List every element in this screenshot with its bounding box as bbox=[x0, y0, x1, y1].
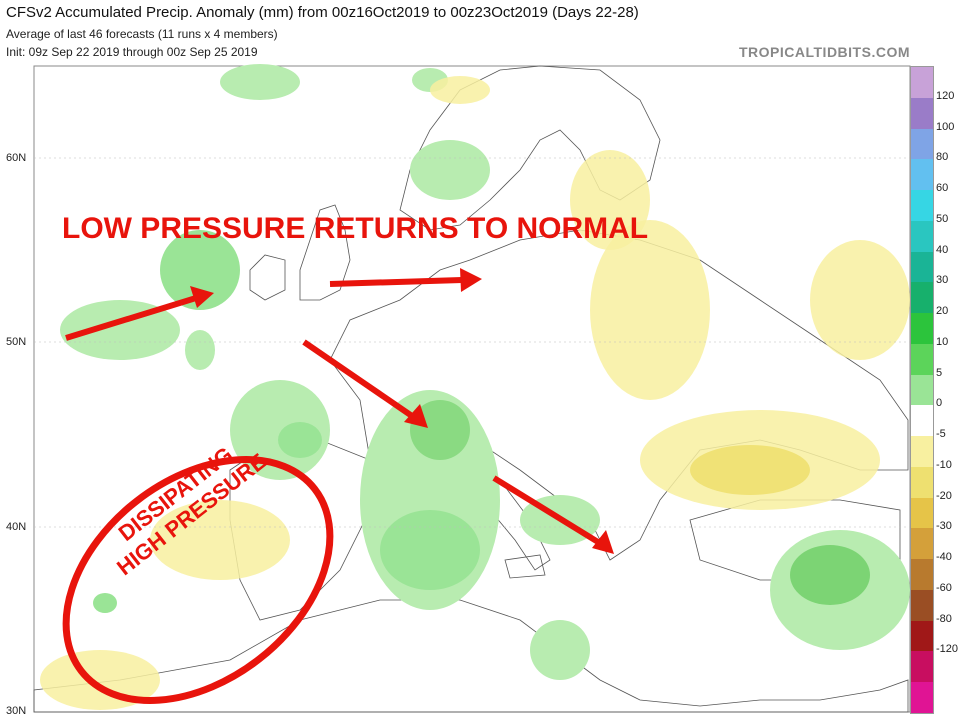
color-scale-label: -20 bbox=[936, 490, 952, 502]
color-scale-swatch bbox=[911, 559, 933, 590]
color-scale-label: 120 bbox=[936, 90, 954, 102]
lat-label-50n: 50N bbox=[6, 336, 26, 348]
color-scale-swatch bbox=[911, 159, 933, 190]
color-scale-label: 30 bbox=[936, 274, 948, 286]
color-scale-swatch bbox=[911, 651, 933, 682]
color-scale-label: 60 bbox=[936, 182, 948, 194]
lat-label-30n: 30N bbox=[6, 705, 26, 717]
color-scale-swatch bbox=[911, 344, 933, 375]
color-scale-label: 100 bbox=[936, 121, 954, 133]
color-scale-swatch bbox=[911, 67, 933, 98]
color-scale-bar bbox=[910, 66, 934, 714]
color-scale-label: 5 bbox=[936, 367, 942, 379]
color-scale-label: 20 bbox=[936, 305, 948, 317]
color-scale-swatch bbox=[911, 282, 933, 313]
color-scale-swatch bbox=[911, 590, 933, 621]
color-scale-swatch bbox=[911, 436, 933, 467]
color-scale-swatch bbox=[911, 129, 933, 160]
color-scale-label: -30 bbox=[936, 520, 952, 532]
color-scale-swatch bbox=[911, 621, 933, 652]
color-scale-swatch bbox=[911, 313, 933, 344]
color-scale-swatch bbox=[911, 190, 933, 221]
color-scale-label: -60 bbox=[936, 582, 952, 594]
color-scale-swatch bbox=[911, 375, 933, 406]
lat-label-60n: 60N bbox=[6, 152, 26, 164]
color-scale-swatch bbox=[911, 98, 933, 129]
color-scale-swatch bbox=[911, 252, 933, 283]
color-scale-label: -10 bbox=[936, 459, 952, 471]
color-scale-label: -120 bbox=[936, 643, 958, 655]
low-pressure-annotation: LOW PRESSURE RETURNS TO NORMAL bbox=[62, 212, 648, 246]
color-scale-label: 40 bbox=[936, 244, 948, 256]
color-scale-swatch bbox=[911, 467, 933, 498]
color-scale-label: 50 bbox=[936, 213, 948, 225]
color-scale-label: -40 bbox=[936, 551, 952, 563]
color-scale-swatch bbox=[911, 405, 933, 436]
color-scale-swatch bbox=[911, 221, 933, 252]
color-scale-label: 0 bbox=[936, 397, 942, 409]
lat-label-40n: 40N bbox=[6, 521, 26, 533]
color-scale-swatch bbox=[911, 528, 933, 559]
color-scale-label: 10 bbox=[936, 336, 948, 348]
color-scale-label: 80 bbox=[936, 151, 948, 163]
color-scale-swatch bbox=[911, 498, 933, 529]
color-scale-label: -80 bbox=[936, 613, 952, 625]
color-scale-swatch bbox=[911, 682, 933, 713]
color-scale-label: -5 bbox=[936, 428, 946, 440]
